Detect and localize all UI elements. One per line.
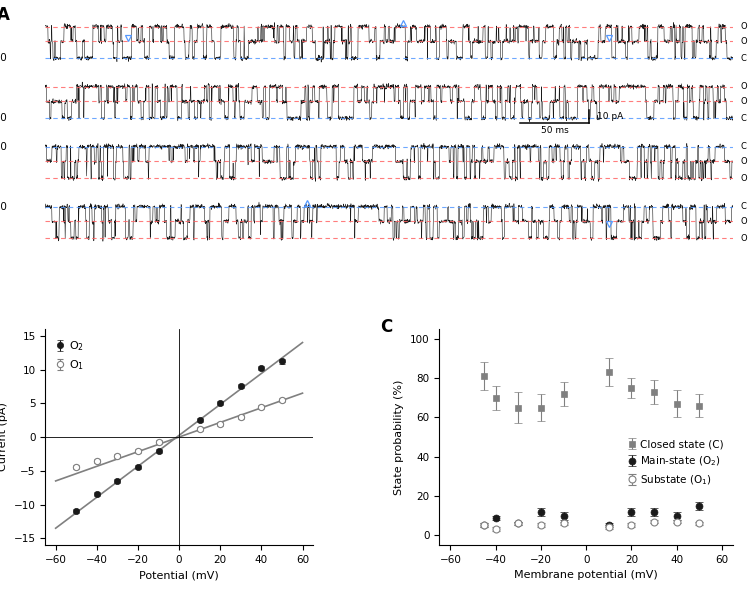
Text: O: O [740, 22, 747, 31]
Text: C: C [740, 202, 746, 211]
Text: O: O [740, 174, 747, 183]
Text: +30: +30 [0, 113, 8, 123]
Legend: O$_2$, O$_1$: O$_2$, O$_1$ [51, 335, 88, 377]
Text: O: O [740, 157, 747, 166]
Text: O: O [740, 37, 747, 46]
Text: A: A [0, 6, 10, 24]
Text: +50: +50 [0, 53, 8, 63]
X-axis label: Membrane potential (mV): Membrane potential (mV) [514, 570, 658, 580]
Text: C: C [740, 54, 746, 63]
Text: O: O [740, 97, 747, 106]
X-axis label: Potential (mV): Potential (mV) [139, 570, 219, 580]
Y-axis label: State probability (%): State probability (%) [394, 379, 404, 495]
Text: O: O [740, 234, 747, 243]
Text: C: C [740, 114, 746, 123]
Text: 10 pA: 10 pA [597, 111, 624, 120]
Text: C: C [380, 318, 392, 336]
Text: -40: -40 [0, 201, 8, 211]
Text: 50 ms: 50 ms [541, 126, 569, 135]
Text: C: C [740, 142, 746, 151]
Y-axis label: Current (pA): Current (pA) [0, 403, 8, 471]
Text: O: O [740, 217, 747, 226]
Legend: Closed state (C), Main-state (O$_2$), Substate (O$_1$): Closed state (C), Main-state (O$_2$), Su… [624, 435, 728, 491]
Text: -30: -30 [0, 141, 8, 152]
Text: O: O [740, 82, 747, 91]
